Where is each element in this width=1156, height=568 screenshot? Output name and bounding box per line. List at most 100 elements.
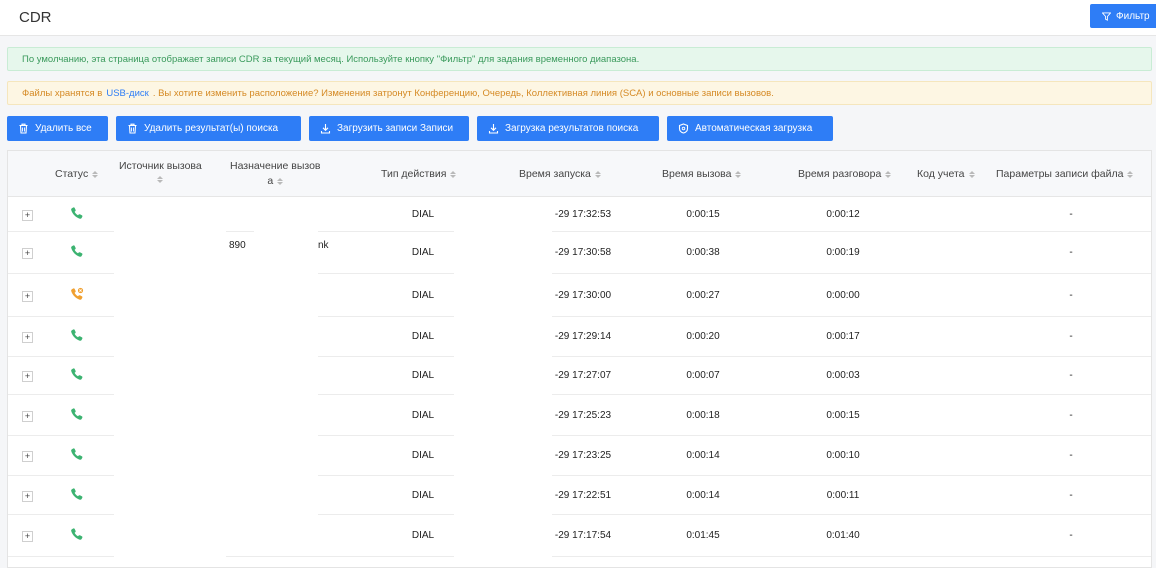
start-time-cell: -29 17:27:07 [554, 370, 612, 381]
expand-row-toggle[interactable]: + [22, 332, 33, 343]
start-time-cell: -29 17:30:00 [554, 290, 612, 301]
col-source[interactable]: Источник вызова [119, 159, 202, 183]
sort-icon [594, 171, 601, 178]
sort-icon [1127, 171, 1134, 178]
action-type-cell: DIAL [411, 209, 435, 220]
redacted-area [114, 198, 226, 567]
action-type-cell: DIAL [411, 450, 435, 461]
download-search-results-button[interactable]: Загрузка результатов поиска [477, 116, 659, 141]
sort-icon [450, 171, 457, 178]
action-type-cell: DIAL [411, 370, 435, 381]
download-icon [320, 124, 331, 134]
record-params-cell: - [1069, 370, 1073, 381]
page-title: CDR [19, 9, 52, 26]
action-type-cell: DIAL [411, 290, 435, 301]
action-type-cell: DIAL [411, 490, 435, 501]
action-type-cell: DIAL [411, 331, 435, 342]
expand-row-toggle[interactable]: + [22, 248, 33, 259]
call-time-cell: 0:00:07 [686, 370, 720, 381]
destination-cell-tail: nk [318, 240, 329, 251]
storage-alert-suffix: . Вы хотите изменить расположение? Измен… [152, 87, 774, 99]
expand-row-toggle[interactable]: + [22, 491, 33, 502]
action-type-cell: DIAL [411, 410, 435, 421]
col-action-type[interactable]: Тип действия [381, 167, 457, 182]
filter-button[interactable]: Фильтр [1090, 4, 1156, 28]
call-time-cell: 0:01:45 [686, 530, 720, 541]
col-destination-label-wrap: а [267, 175, 274, 187]
sort-icon [157, 176, 164, 183]
info-alert-text: По умолчанию, эта страница отображает за… [22, 53, 640, 65]
col-talk-time-label: Время разговора [798, 168, 882, 180]
col-call-time[interactable]: Время вызова [662, 167, 742, 182]
col-source-label: Источник вызова [119, 160, 202, 172]
expand-row-toggle[interactable]: + [22, 371, 33, 382]
expand-row-toggle[interactable]: + [22, 291, 33, 302]
shield-icon [678, 123, 689, 134]
record-params-cell: - [1069, 530, 1073, 541]
filter-button-label: Фильтр [1116, 10, 1150, 22]
start-time-cell: -29 17:30:58 [554, 247, 612, 258]
col-record-params[interactable]: Параметры записи файла [996, 167, 1134, 182]
trash-icon [128, 123, 137, 134]
auto-download-label: Автоматическая загрузка [695, 123, 813, 134]
col-start-time[interactable]: Время запуска [519, 167, 601, 182]
phone-answered-icon [70, 407, 84, 421]
download-icon [488, 124, 499, 134]
phone-answered-icon [70, 487, 84, 501]
talk-time-cell: 0:00:15 [826, 410, 860, 421]
delete-search-results-button[interactable]: Удалить результат(ы) поиска [116, 116, 301, 141]
expand-row-toggle[interactable]: + [22, 451, 33, 462]
delete-all-button[interactable]: Удалить все [7, 116, 108, 141]
call-time-cell: 0:00:14 [686, 490, 720, 501]
start-time-cell: -29 17:23:25 [554, 450, 612, 461]
record-params-cell: - [1069, 331, 1073, 342]
filter-icon [1102, 11, 1111, 21]
sort-icon [968, 171, 975, 178]
page-header: CDR Фильтр [0, 0, 1156, 36]
record-params-cell: - [1069, 410, 1073, 421]
col-record-params-label: Параметры записи файла [996, 168, 1124, 180]
talk-time-cell: 0:00:17 [826, 331, 860, 342]
col-talk-time[interactable]: Время разговора [798, 167, 892, 182]
phone-missed-icon [70, 287, 84, 301]
talk-time-cell: 0:00:10 [826, 450, 860, 461]
start-time-cell: -29 17:22:51 [554, 490, 612, 501]
talk-time-cell: 0:00:00 [826, 290, 860, 301]
destination-cell: 890 [229, 240, 246, 251]
talk-time-cell: 0:00:19 [826, 247, 860, 258]
phone-answered-icon [70, 447, 84, 461]
col-destination[interactable]: Назначение вызов а [230, 159, 321, 189]
record-params-cell: - [1069, 450, 1073, 461]
storage-location-link[interactable]: USB-диск [106, 87, 149, 99]
action-type-cell: DIAL [411, 530, 435, 541]
call-time-cell: 0:00:15 [686, 209, 720, 220]
cdr-table: Статус Источник вызова Назначение вызов … [7, 150, 1152, 568]
expand-row-toggle[interactable]: + [22, 411, 33, 422]
table-header: Статус Источник вызова Назначение вызов … [8, 151, 1151, 197]
expand-row-toggle[interactable]: + [22, 210, 33, 221]
delete-search-results-label: Удалить результат(ы) поиска [144, 123, 279, 134]
call-time-cell: 0:00:27 [686, 290, 720, 301]
delete-all-label: Удалить все [35, 123, 92, 134]
talk-time-cell: 0:00:12 [826, 209, 860, 220]
storage-alert-prefix: Файлы хранятся в [22, 87, 103, 99]
phone-answered-icon [70, 328, 84, 342]
storage-alert: Файлы хранятся в USB-диск . Вы хотите из… [7, 81, 1152, 105]
record-params-cell: - [1069, 209, 1073, 220]
phone-answered-icon [70, 206, 84, 220]
info-alert: По умолчанию, эта страница отображает за… [7, 47, 1152, 71]
col-account-code[interactable]: Код учета [917, 167, 975, 182]
download-search-results-label: Загрузка результатов поиска [505, 123, 639, 134]
talk-time-cell: 0:00:03 [826, 370, 860, 381]
start-time-cell: -29 17:32:53 [554, 209, 612, 220]
auto-download-button[interactable]: Автоматическая загрузка [667, 116, 833, 141]
download-records-label: Загрузить записи Записи [337, 123, 454, 134]
redacted-area [454, 198, 552, 567]
action-type-cell: DIAL [411, 247, 435, 258]
download-records-button[interactable]: Загрузить записи Записи [309, 116, 469, 141]
record-params-cell: - [1069, 490, 1073, 501]
call-time-cell: 0:00:18 [686, 410, 720, 421]
col-status[interactable]: Статус [55, 167, 99, 182]
start-time-cell: -29 17:25:23 [554, 410, 612, 421]
expand-row-toggle[interactable]: + [22, 531, 33, 542]
